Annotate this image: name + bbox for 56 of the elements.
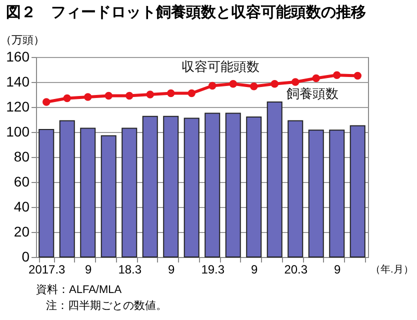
bar [59,120,75,258]
point [42,98,50,106]
x-tick-label: 19.3 [201,262,225,276]
bar [122,128,138,258]
point [292,78,300,86]
bar [163,116,179,258]
bar [329,130,345,258]
point [270,80,278,88]
y-tick-label: 80 [14,148,30,164]
point [63,94,71,102]
x-tick-label: 9 [334,262,342,276]
y-tick-label: 120 [6,98,30,114]
bar [288,120,304,258]
point [312,74,320,82]
bar [142,116,158,258]
bar [308,130,324,258]
text: 注：四半期ごとの数値。 [45,298,167,314]
bar [204,112,220,258]
point [250,82,258,90]
y-tick-label: 140 [6,74,30,90]
x-axis-title: （年.月） [370,264,414,276]
x-tick-label: 9 [251,262,258,276]
x-tick-label: 18.3 [118,262,142,276]
bar [38,129,54,258]
bar [266,102,282,258]
x-tick-label: 9 [85,262,92,276]
y-tick-label: 20 [14,224,30,240]
y-tick-label: 0 [22,248,30,264]
point [229,80,237,88]
x-tick-label: 9 [168,262,176,276]
y-tick-label: 160 [6,48,30,64]
x-tick-label: 20.3 [284,262,308,276]
bar [225,112,241,258]
bar [80,128,96,258]
y-tick-label: 40 [14,198,30,214]
text: 資料：ALFA/MLA [36,283,123,298]
y-tick-label: 60 [14,174,30,190]
point [126,92,134,100]
point [104,92,112,100]
point [84,93,92,101]
bar [100,135,116,258]
bar [350,125,366,258]
series-label: 収容可能頭数 [181,58,260,74]
y-tick-label: 100 [6,124,30,140]
series-label: 飼養頭数 [286,86,339,101]
point [188,89,196,98]
point [167,89,175,98]
bar [246,116,262,258]
point [333,71,341,79]
chart-title: 図２ フィードロット飼養頭数と収容可能頭数の推移 [6,3,366,22]
point [354,72,362,80]
x-tick-label: 2017.3 [28,262,66,276]
y-axis-title: （万頭） [0,34,44,46]
bar [184,118,200,258]
point [146,90,154,98]
point [208,82,216,90]
